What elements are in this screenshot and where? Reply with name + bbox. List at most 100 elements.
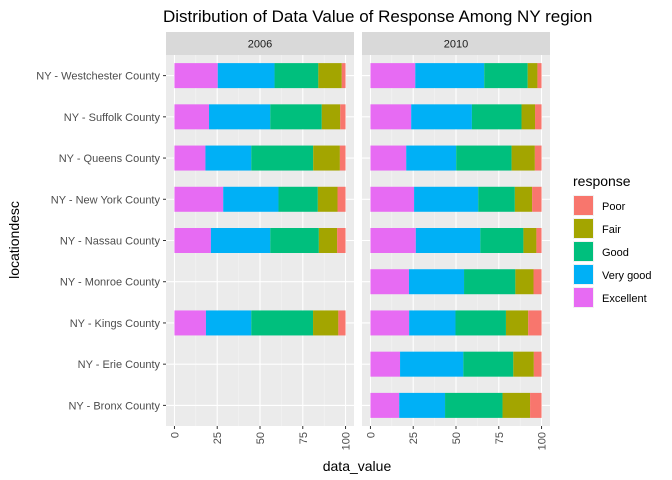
x-tick-label: 100 — [537, 432, 549, 450]
bar-excellent-ny-suffolk-county-2006 — [174, 104, 210, 130]
bar-excellent-ny-kings-county-2006 — [174, 310, 206, 336]
bar-very-good-ny-suffolk-county-2010 — [411, 104, 472, 130]
bar-excellent-ny-bronx-county-2010 — [370, 392, 400, 418]
bar-very-good-ny-westchester-county-2006 — [217, 63, 275, 89]
bar-fair-ny-westchester-county-2010 — [527, 63, 538, 89]
facet-panel-2006: 2006 0 25 50 75 100 — [166, 32, 354, 450]
bar-good-ny-kings-county-2006 — [251, 310, 314, 336]
y-tick-label: NY - Queens County — [59, 153, 161, 165]
bar-good-ny-nassau-county-2010 — [480, 228, 524, 253]
bar-excellent-ny-westchester-county-2006 — [174, 63, 218, 89]
bar-very-good-ny-queens-county-2006 — [205, 145, 252, 171]
y-tick-label: NY - Nassau County — [60, 236, 161, 248]
bar-excellent-ny-new-york-county-2006 — [174, 186, 224, 212]
legend-title: response — [573, 173, 631, 189]
bar-good-ny-erie-county-2010 — [463, 351, 514, 377]
legend-label-poor: Poor — [602, 201, 626, 213]
legend-key-excellent — [574, 288, 593, 307]
bar-excellent-ny-kings-county-2010 — [370, 310, 410, 336]
x-tick-label: 25 — [212, 432, 224, 444]
bar-good-ny-westchester-county-2006 — [274, 63, 319, 89]
bar-poor-ny-suffolk-county-2010 — [535, 104, 542, 130]
bar-good-ny-bronx-county-2010 — [445, 392, 503, 418]
bar-very-good-ny-bronx-county-2010 — [399, 392, 446, 418]
bar-good-ny-queens-county-2006 — [251, 145, 314, 171]
bar-very-good-ny-queens-county-2010 — [406, 145, 457, 171]
y-axis-title: locationdesc — [6, 201, 22, 279]
legend-key-fair — [574, 219, 593, 238]
x-tick-label: 75 — [298, 432, 310, 444]
y-tick-label: NY - Westchester County — [36, 71, 160, 83]
bar-fair-ny-nassau-county-2006 — [318, 228, 338, 253]
bar-fair-ny-queens-county-2006 — [313, 145, 340, 171]
x-tick-label: 75 — [494, 432, 506, 444]
y-tick-label: NY - Erie County — [78, 359, 161, 371]
x-tick-label: 50 — [255, 432, 267, 444]
y-tick-label: NY - Monroe County — [60, 277, 161, 289]
bar-excellent-ny-nassau-county-2006 — [174, 228, 211, 253]
bar-excellent-ny-westchester-county-2010 — [370, 63, 416, 89]
bar-poor-ny-queens-county-2010 — [534, 145, 542, 171]
bar-good-ny-nassau-county-2006 — [270, 228, 319, 253]
facet-strip-label: 2006 — [248, 39, 272, 51]
bar-fair-ny-westchester-county-2006 — [318, 63, 342, 89]
bar-very-good-ny-suffolk-county-2006 — [209, 104, 271, 130]
bar-excellent-ny-erie-county-2010 — [370, 351, 401, 377]
bar-poor-ny-nassau-county-2006 — [337, 228, 346, 253]
bar-good-ny-suffolk-county-2010 — [471, 104, 522, 130]
x-tick-label: 25 — [408, 432, 420, 444]
bar-poor-ny-bronx-county-2010 — [530, 392, 542, 418]
x-tick-label: 100 — [341, 432, 353, 450]
y-tick-label: NY - New York County — [51, 194, 161, 206]
bar-poor-ny-kings-county-2006 — [338, 310, 346, 336]
bar-very-good-ny-new-york-county-2006 — [223, 186, 279, 212]
bar-fair-ny-new-york-county-2010 — [514, 186, 533, 212]
bar-excellent-ny-queens-county-2006 — [174, 145, 206, 171]
x-axis-title: data_value — [323, 458, 392, 474]
bar-fair-ny-suffolk-county-2006 — [321, 104, 341, 130]
bar-poor-ny-monroe-county-2010 — [533, 269, 542, 295]
bar-very-good-ny-erie-county-2010 — [400, 351, 464, 377]
bar-good-ny-monroe-county-2010 — [464, 269, 516, 295]
bar-poor-ny-new-york-county-2010 — [532, 186, 542, 212]
bar-very-good-ny-westchester-county-2010 — [415, 63, 485, 89]
y-tick-label: NY - Bronx County — [68, 400, 160, 412]
legend-label-good: Good — [602, 247, 629, 259]
legend-label-excellent: Excellent — [602, 293, 647, 305]
y-tick-label: NY - Kings County — [70, 318, 161, 330]
facet-panel-2010: 2010 0 25 50 75 100 — [362, 32, 550, 450]
bar-fair-ny-new-york-county-2006 — [317, 186, 338, 212]
bar-very-good-ny-monroe-county-2010 — [408, 269, 465, 295]
bar-fair-ny-nassau-county-2010 — [523, 228, 537, 253]
facet-strip — [362, 32, 550, 55]
bar-good-ny-westchester-county-2010 — [484, 63, 528, 89]
bar-fair-ny-bronx-county-2010 — [502, 392, 531, 418]
bar-poor-ny-westchester-county-2006 — [341, 63, 346, 89]
bar-poor-ny-suffolk-county-2006 — [340, 104, 346, 130]
bar-fair-ny-kings-county-2010 — [505, 310, 529, 336]
bar-good-ny-kings-county-2010 — [455, 310, 506, 336]
bar-very-good-ny-new-york-county-2010 — [414, 186, 479, 212]
bar-poor-ny-queens-county-2006 — [339, 145, 346, 171]
bar-fair-ny-queens-county-2010 — [511, 145, 535, 171]
bar-poor-ny-nassau-county-2010 — [536, 228, 542, 253]
x-tick-label: 0 — [169, 432, 181, 438]
bar-good-ny-queens-county-2010 — [456, 145, 512, 171]
bar-very-good-ny-nassau-county-2006 — [210, 228, 271, 253]
legend-label-very-good: Very good — [602, 270, 652, 282]
bar-good-ny-new-york-county-2006 — [278, 186, 318, 212]
bar-excellent-ny-queens-county-2010 — [370, 145, 407, 171]
facet-strip-label: 2010 — [444, 39, 468, 51]
facet-strip — [166, 32, 354, 55]
bar-poor-ny-new-york-county-2006 — [337, 186, 346, 212]
x-tick-label: 50 — [451, 432, 463, 444]
bar-fair-ny-monroe-county-2010 — [515, 269, 534, 295]
bar-fair-ny-erie-county-2010 — [513, 351, 534, 377]
facet-panels: 2006 0 25 50 75 100 2010 0 25 50 75 100 — [166, 32, 550, 450]
bar-fair-ny-suffolk-county-2010 — [521, 104, 536, 130]
bar-excellent-ny-monroe-county-2010 — [370, 269, 409, 295]
y-axis-ticks: NY - Westchester County NY - Suffolk Coun… — [36, 71, 166, 412]
x-tick-label: 0 — [365, 432, 377, 438]
bar-very-good-ny-nassau-county-2010 — [415, 228, 481, 253]
legend-key-good — [574, 242, 593, 261]
